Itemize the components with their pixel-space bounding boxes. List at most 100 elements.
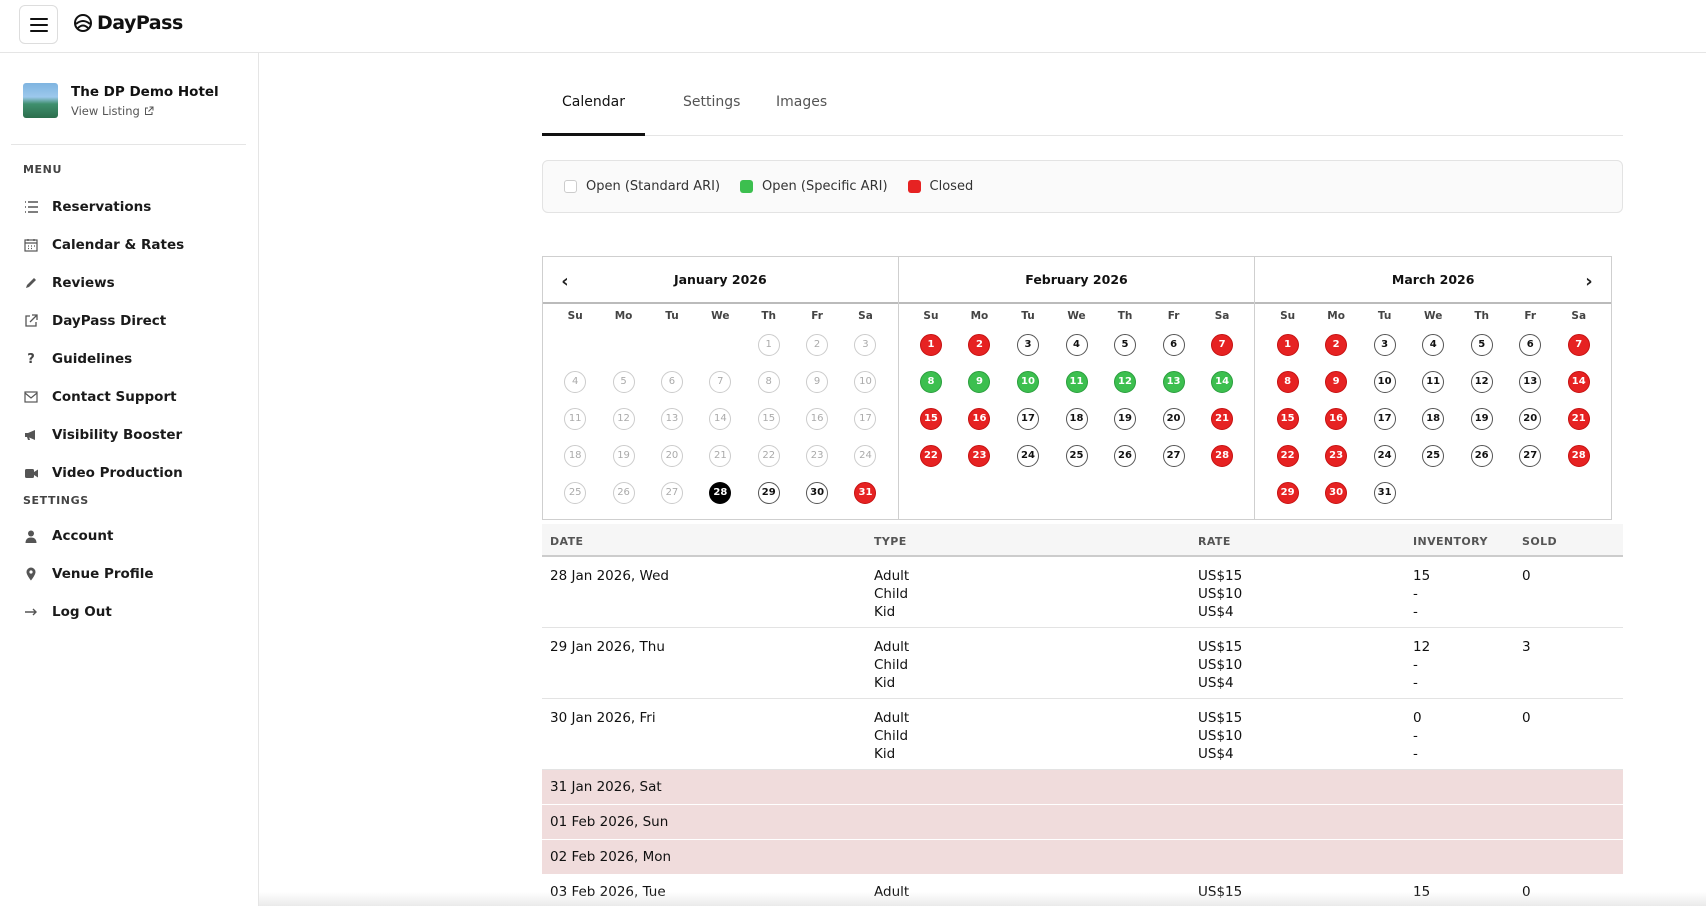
calendar-day[interactable]: 22 bbox=[1263, 437, 1312, 474]
calendar-day[interactable]: 16 bbox=[955, 400, 1004, 437]
calendar-day[interactable]: 5 bbox=[1101, 326, 1150, 363]
calendar-day[interactable]: 26 bbox=[1457, 437, 1506, 474]
calendar-day[interactable]: 23 bbox=[1312, 437, 1361, 474]
calendar-day[interactable]: 21 bbox=[1198, 400, 1247, 437]
sidebar-item-guidelines[interactable]: ? Guidelines bbox=[23, 348, 132, 370]
calendar-day[interactable]: 29 bbox=[1263, 474, 1312, 511]
view-listing-link[interactable]: View Listing bbox=[71, 104, 219, 118]
calendar-day[interactable]: 9 bbox=[1312, 363, 1361, 400]
calendar-day[interactable]: 30 bbox=[1312, 474, 1361, 511]
sidebar-item-daypass-direct[interactable]: DayPass Direct bbox=[23, 310, 166, 332]
calendar-day[interactable]: 18 bbox=[1052, 400, 1101, 437]
hamburger-menu-button[interactable] bbox=[19, 5, 58, 44]
legend-label: Open (Specific ARI) bbox=[762, 179, 888, 194]
calendar-day: 10 bbox=[841, 363, 889, 400]
closed-date-row[interactable]: 01 Feb 2026, Sun bbox=[542, 805, 1623, 840]
closed-date-row[interactable]: 31 Jan 2026, Sat bbox=[542, 770, 1623, 805]
day-number: 2 bbox=[968, 334, 990, 356]
calendar-day[interactable]: 17 bbox=[1360, 400, 1409, 437]
calendar-day[interactable]: 28 bbox=[696, 474, 744, 511]
calendar-day[interactable]: 8 bbox=[1263, 363, 1312, 400]
calendar-day[interactable]: 6 bbox=[1149, 326, 1198, 363]
calendar-day[interactable]: 29 bbox=[745, 474, 793, 511]
calendar-day[interactable]: 5 bbox=[1457, 326, 1506, 363]
tab-images[interactable]: Images bbox=[756, 94, 847, 136]
calendar-day[interactable]: 31 bbox=[1360, 474, 1409, 511]
calendar-day[interactable]: 28 bbox=[1198, 437, 1247, 474]
calendar-day[interactable]: 10 bbox=[1004, 363, 1053, 400]
tab-settings[interactable]: Settings bbox=[663, 94, 760, 136]
calendar-day[interactable]: 4 bbox=[1409, 326, 1458, 363]
calendar-day[interactable]: 24 bbox=[1004, 437, 1053, 474]
closed-date-row[interactable]: 02 Feb 2026, Mon bbox=[542, 840, 1623, 875]
calendar-day[interactable]: 15 bbox=[907, 400, 956, 437]
calendar-day[interactable]: 10 bbox=[1360, 363, 1409, 400]
user-icon bbox=[23, 528, 39, 544]
sidebar-item-reservations[interactable]: Reservations bbox=[23, 196, 151, 218]
calendar-day[interactable]: 3 bbox=[1360, 326, 1409, 363]
calendar-day[interactable]: 21 bbox=[1554, 400, 1603, 437]
tab-calendar[interactable]: Calendar bbox=[542, 94, 645, 136]
calendar-day[interactable]: 11 bbox=[1409, 363, 1458, 400]
calendar-day[interactable]: 2 bbox=[955, 326, 1004, 363]
calendar-day[interactable]: 15 bbox=[1263, 400, 1312, 437]
calendar-day[interactable]: 13 bbox=[1149, 363, 1198, 400]
calendar-day[interactable]: 12 bbox=[1101, 363, 1150, 400]
calendar-day[interactable]: 8 bbox=[907, 363, 956, 400]
sidebar-item-contact-support[interactable]: Contact Support bbox=[23, 386, 177, 408]
calendar-day[interactable]: 17 bbox=[1004, 400, 1053, 437]
calendar-day[interactable]: 25 bbox=[1409, 437, 1458, 474]
calendar-day[interactable]: 9 bbox=[955, 363, 1004, 400]
sidebar-item-reviews[interactable]: Reviews bbox=[23, 272, 115, 294]
sidebar-item-video-production[interactable]: Video Production bbox=[23, 462, 183, 484]
calendar-day[interactable]: 14 bbox=[1198, 363, 1247, 400]
calendar-day[interactable]: 1 bbox=[1263, 326, 1312, 363]
daypass-logo[interactable]: DayPass bbox=[73, 12, 183, 34]
calendar-day[interactable]: 18 bbox=[1409, 400, 1458, 437]
empty-day bbox=[696, 326, 744, 363]
calendar-day[interactable]: 19 bbox=[1101, 400, 1150, 437]
calendar-day[interactable]: 14 bbox=[1554, 363, 1603, 400]
calendar-day: 1 bbox=[745, 326, 793, 363]
calendar-day[interactable]: 4 bbox=[1052, 326, 1101, 363]
calendar-day[interactable]: 27 bbox=[1506, 437, 1555, 474]
calendar-day[interactable]: 27 bbox=[1149, 437, 1198, 474]
calendar-day[interactable]: 23 bbox=[955, 437, 1004, 474]
calendar-day[interactable]: 26 bbox=[1101, 437, 1150, 474]
calendar-day[interactable]: 3 bbox=[1004, 326, 1053, 363]
cell-date: 29 Jan 2026, Thu bbox=[550, 638, 665, 656]
calendar-day[interactable]: 24 bbox=[1360, 437, 1409, 474]
calendar-day[interactable]: 28 bbox=[1554, 437, 1603, 474]
day-number: 25 bbox=[1066, 445, 1088, 467]
calendar-day[interactable]: 13 bbox=[1506, 363, 1555, 400]
calendar-day[interactable]: 16 bbox=[1312, 400, 1361, 437]
sidebar-item-log-out[interactable]: Log Out bbox=[23, 601, 112, 623]
calendar-day[interactable]: 12 bbox=[1457, 363, 1506, 400]
calendar-day[interactable]: 19 bbox=[1457, 400, 1506, 437]
calendar-day[interactable]: 7 bbox=[1198, 326, 1247, 363]
chevron-left-icon[interactable]: ‹ bbox=[555, 271, 575, 291]
sidebar-item-label: Reservations bbox=[52, 199, 151, 215]
calendar-day[interactable]: 20 bbox=[1506, 400, 1555, 437]
sidebar-item-visibility-booster[interactable]: Visibility Booster bbox=[23, 424, 182, 446]
calendar-day[interactable]: 30 bbox=[793, 474, 841, 511]
calendar-day[interactable]: 25 bbox=[1052, 437, 1101, 474]
calendar-day[interactable]: 2 bbox=[1312, 326, 1361, 363]
calendar-day[interactable]: 7 bbox=[1554, 326, 1603, 363]
calendar-day[interactable]: 31 bbox=[841, 474, 889, 511]
calendar-day[interactable]: 11 bbox=[1052, 363, 1101, 400]
calendar-day[interactable]: 6 bbox=[1506, 326, 1555, 363]
calendar-day[interactable]: 22 bbox=[907, 437, 956, 474]
sidebar-item-account[interactable]: Account bbox=[23, 525, 113, 547]
calendar-day: 16 bbox=[793, 400, 841, 437]
chevron-right-icon[interactable]: › bbox=[1579, 271, 1599, 291]
sidebar-item-venue-profile[interactable]: Venue Profile bbox=[23, 563, 154, 585]
view-listing-label: View Listing bbox=[71, 104, 140, 118]
sidebar-item-calendar-rates[interactable]: Calendar & Rates bbox=[23, 234, 184, 256]
calendar-day[interactable]: 1 bbox=[907, 326, 956, 363]
calendar-day[interactable]: 20 bbox=[1149, 400, 1198, 437]
